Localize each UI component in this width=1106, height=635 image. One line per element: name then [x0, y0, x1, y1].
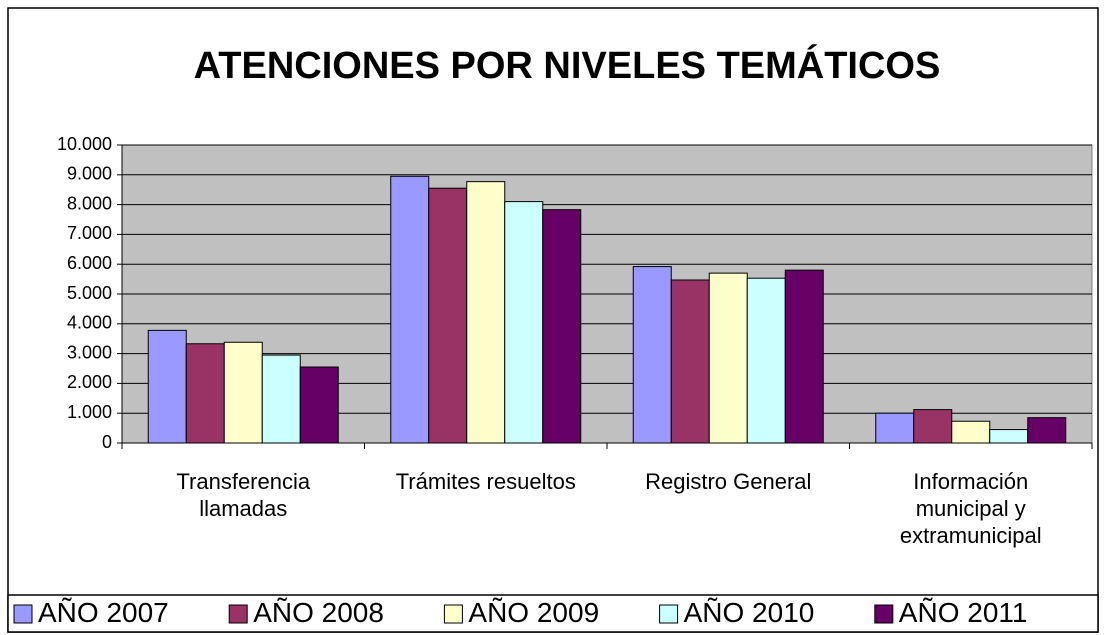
legend-label: AÑO 2007	[38, 597, 169, 628]
y-tick-label: 0	[102, 432, 112, 452]
y-tick-label: 6.000	[67, 253, 112, 273]
bar	[390, 175, 430, 444]
bar	[951, 420, 991, 444]
bar	[147, 329, 187, 444]
y-tick-label: 2.000	[67, 372, 112, 392]
bar	[708, 272, 748, 444]
bar	[185, 343, 225, 444]
x-tick-label: Registro General	[645, 469, 811, 494]
legend-label: AÑO 2011	[899, 597, 1028, 628]
bar	[784, 269, 824, 444]
legend-swatch	[13, 604, 33, 624]
bar	[875, 412, 915, 444]
y-tick-label: 10.000	[57, 134, 112, 154]
x-tick-label: Transferencia llamadas	[176, 469, 310, 521]
bar	[632, 266, 672, 444]
bar	[428, 187, 468, 444]
bar	[746, 277, 786, 444]
legend-swatch	[443, 604, 463, 624]
y-tick-label: 1.000	[67, 402, 112, 422]
bar	[542, 209, 582, 444]
bar	[504, 201, 544, 444]
y-tick-label: 8.000	[67, 193, 112, 213]
legend-box	[7, 594, 1099, 633]
legend-label: AÑO 2010	[684, 597, 815, 628]
x-tick-label: Trámites resueltos	[396, 469, 576, 494]
bar	[466, 181, 506, 444]
x-tick-label: Información municipal y extramunicipal	[900, 469, 1042, 548]
y-tick-label: 5.000	[67, 283, 112, 303]
legend-swatch	[874, 604, 894, 624]
bar	[299, 366, 339, 444]
legend-label: AÑO 2009	[468, 597, 599, 628]
legend-swatch	[228, 604, 248, 624]
legend-swatch	[659, 604, 679, 624]
bar	[1027, 417, 1067, 444]
bar	[261, 354, 301, 444]
bar	[670, 279, 710, 444]
y-tick-label: 3.000	[67, 342, 112, 362]
bar	[223, 341, 263, 444]
y-tick-label: 9.000	[67, 164, 112, 184]
legend-label: AÑO 2008	[253, 597, 384, 628]
y-tick-label: 4.000	[67, 313, 112, 333]
bar	[913, 409, 953, 444]
bar	[989, 429, 1029, 444]
chart-title: ATENCIONES POR NIVELES TEMÁTICOS	[194, 43, 941, 87]
y-tick-label: 7.000	[67, 223, 112, 243]
